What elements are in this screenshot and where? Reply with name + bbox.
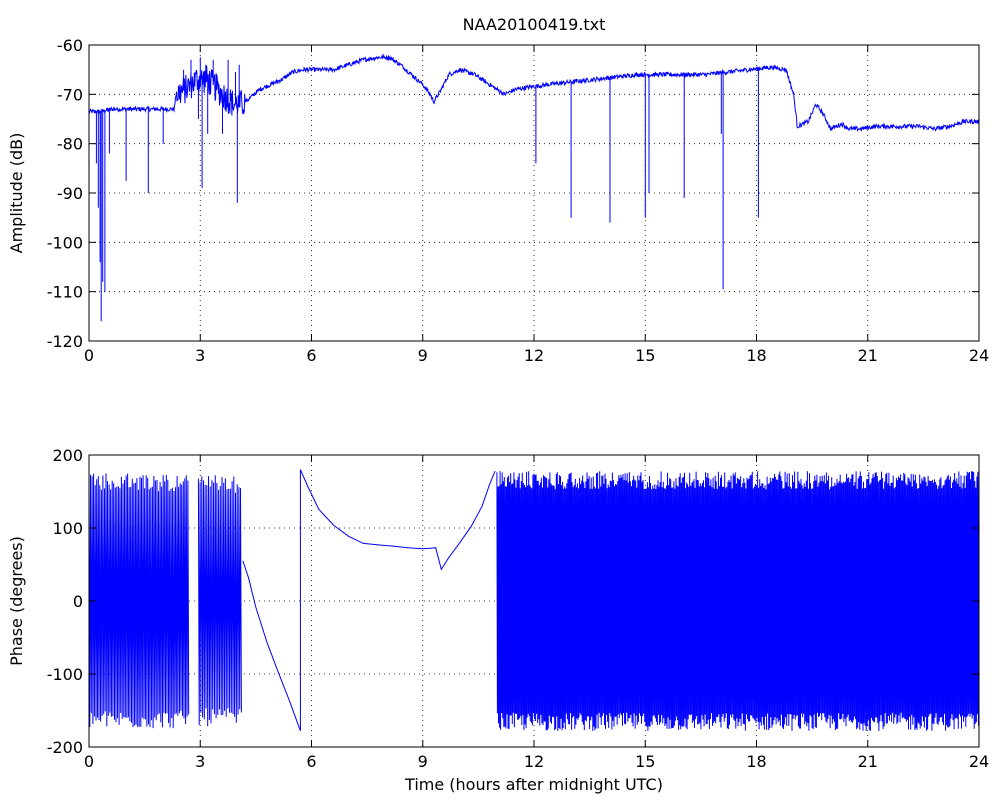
amplitude-tick-marks: [88, 44, 980, 342]
phase-wrap-segment: [197, 475, 242, 727]
x-tick-label: 12: [524, 346, 544, 365]
phase-wrap-segment: [88, 473, 190, 729]
amplitude-tick-labels: 0 3 6 9 12 15 18 21 24 -120 -110 -100 -90 -80 -70 -60: [47, 36, 989, 365]
x-tick-label: 12: [524, 752, 544, 771]
amplitude-y-axis-label: Amplitude (dB): [7, 133, 26, 254]
x-tick-label: 21: [858, 346, 878, 365]
amplitude-line: [88, 53, 980, 322]
x-tick-label: 0: [84, 752, 94, 771]
amplitude-axes: 0 3 6 9 12 15 18 21 24 -120 -110 -100 -90 -80 -70 -60 A…: [7, 36, 989, 365]
y-tick-label: -100: [47, 233, 83, 252]
x-tick-label: 15: [635, 752, 655, 771]
y-tick-label: -110: [47, 283, 83, 302]
y-tick-label: 0: [73, 592, 83, 611]
x-tick-label: 0: [84, 346, 94, 365]
phase-axes: 0 3 6 9 12 15 18 21 24 -200 -100 0 100 200 Phase (deg…: [7, 446, 989, 794]
y-tick-label: 200: [52, 446, 83, 465]
chart-title: NAA20100419.txt: [463, 15, 606, 34]
phase-tick-marks: [88, 454, 980, 748]
y-tick-label: -100: [47, 665, 83, 684]
y-tick-label: 100: [52, 519, 83, 538]
x-tick-label: 9: [418, 346, 428, 365]
x-tick-label: 9: [418, 752, 428, 771]
y-tick-label: -60: [57, 36, 83, 55]
x-tick-label: 15: [635, 346, 655, 365]
x-tick-label: 3: [195, 346, 205, 365]
x-tick-label: 6: [306, 752, 316, 771]
x-tick-label: 6: [306, 346, 316, 365]
y-tick-label: -70: [57, 85, 83, 104]
phase-smooth-segment: [242, 469, 496, 731]
x-tick-label: 24: [969, 752, 989, 771]
phase-x-axis-label: Time (hours after midnight UTC): [404, 775, 663, 794]
y-tick-label: -80: [57, 135, 83, 154]
x-tick-label: 18: [746, 752, 766, 771]
x-tick-label: 21: [858, 752, 878, 771]
phase-y-axis-label: Phase (degrees): [7, 536, 26, 666]
amplitude-grid: [89, 45, 979, 341]
y-tick-label: -120: [47, 332, 83, 351]
x-tick-label: 24: [969, 346, 989, 365]
x-tick-label: 18: [746, 346, 766, 365]
phase-dense-segment: [496, 471, 979, 731]
y-tick-label: -90: [57, 184, 83, 203]
phase-tick-labels: 0 3 6 9 12 15 18 21 24 -200 -100 0 100 200: [47, 446, 989, 771]
amplitude-series-line: [88, 53, 980, 322]
x-tick-label: 3: [195, 752, 205, 771]
y-tick-label: -200: [47, 738, 83, 757]
phase-series-line: [88, 469, 979, 731]
